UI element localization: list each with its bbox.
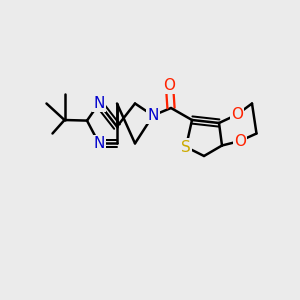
Text: N: N xyxy=(93,96,105,111)
Text: N: N xyxy=(93,136,105,151)
Text: S: S xyxy=(181,140,191,154)
Text: N: N xyxy=(147,108,159,123)
Text: O: O xyxy=(234,134,246,148)
Text: O: O xyxy=(164,78,175,93)
Text: O: O xyxy=(231,107,243,122)
